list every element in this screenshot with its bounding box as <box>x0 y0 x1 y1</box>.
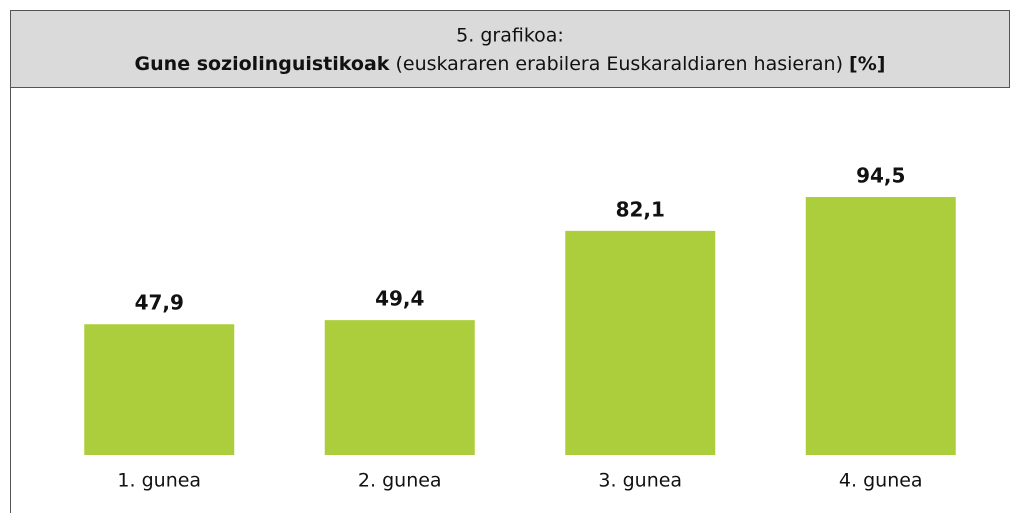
title-normal: (euskararen erabilera Euskaraldiaren has… <box>389 53 849 75</box>
x-tick-label: 2. gunea <box>358 470 442 492</box>
value-label: 49,4 <box>375 287 424 311</box>
bar <box>324 320 475 455</box>
chart-title-line1: 5. grafikoa: <box>456 25 564 47</box>
bar <box>84 324 235 455</box>
title-bold: Gune soziolinguistikoak <box>135 53 390 75</box>
value-label: 82,1 <box>616 197 665 221</box>
header-box <box>10 10 1010 88</box>
value-label: 47,9 <box>135 291 184 315</box>
x-tick-label: 3. gunea <box>598 470 682 492</box>
x-tick-label: 4. gunea <box>839 470 923 492</box>
bar <box>805 197 956 455</box>
x-tick-label: 1. gunea <box>117 470 201 492</box>
title-unit: [%] <box>849 53 885 75</box>
value-label: 94,5 <box>856 164 905 188</box>
bar <box>565 230 716 455</box>
chart-title: Gune soziolinguistikoak (euskararen erab… <box>135 53 886 75</box>
